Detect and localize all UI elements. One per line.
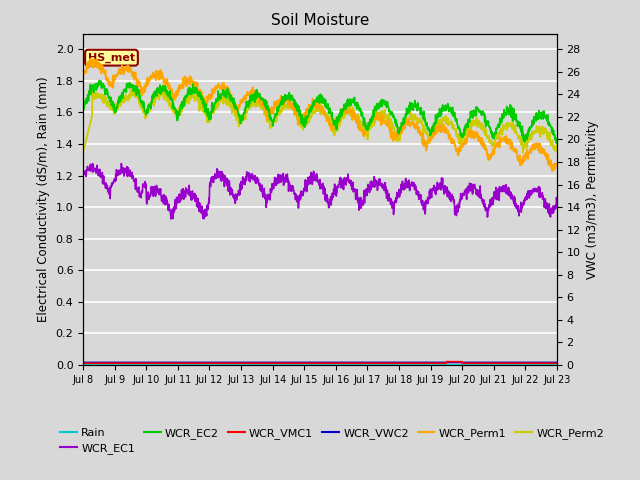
Y-axis label: Electrical Conductivity (dS/m), Rain (mm): Electrical Conductivity (dS/m), Rain (mm… <box>37 76 50 322</box>
Title: Soil Moisture: Soil Moisture <box>271 13 369 28</box>
Y-axis label: VWC (m3/m3), Permittivity: VWC (m3/m3), Permittivity <box>586 120 599 278</box>
Legend: Rain, WCR_EC1, WCR_EC2, WCR_VMC1, WCR_VWC2, WCR_Perm1, WCR_Perm2: Rain, WCR_EC1, WCR_EC2, WCR_VMC1, WCR_VW… <box>56 423 609 458</box>
Text: HS_met: HS_met <box>88 52 135 63</box>
